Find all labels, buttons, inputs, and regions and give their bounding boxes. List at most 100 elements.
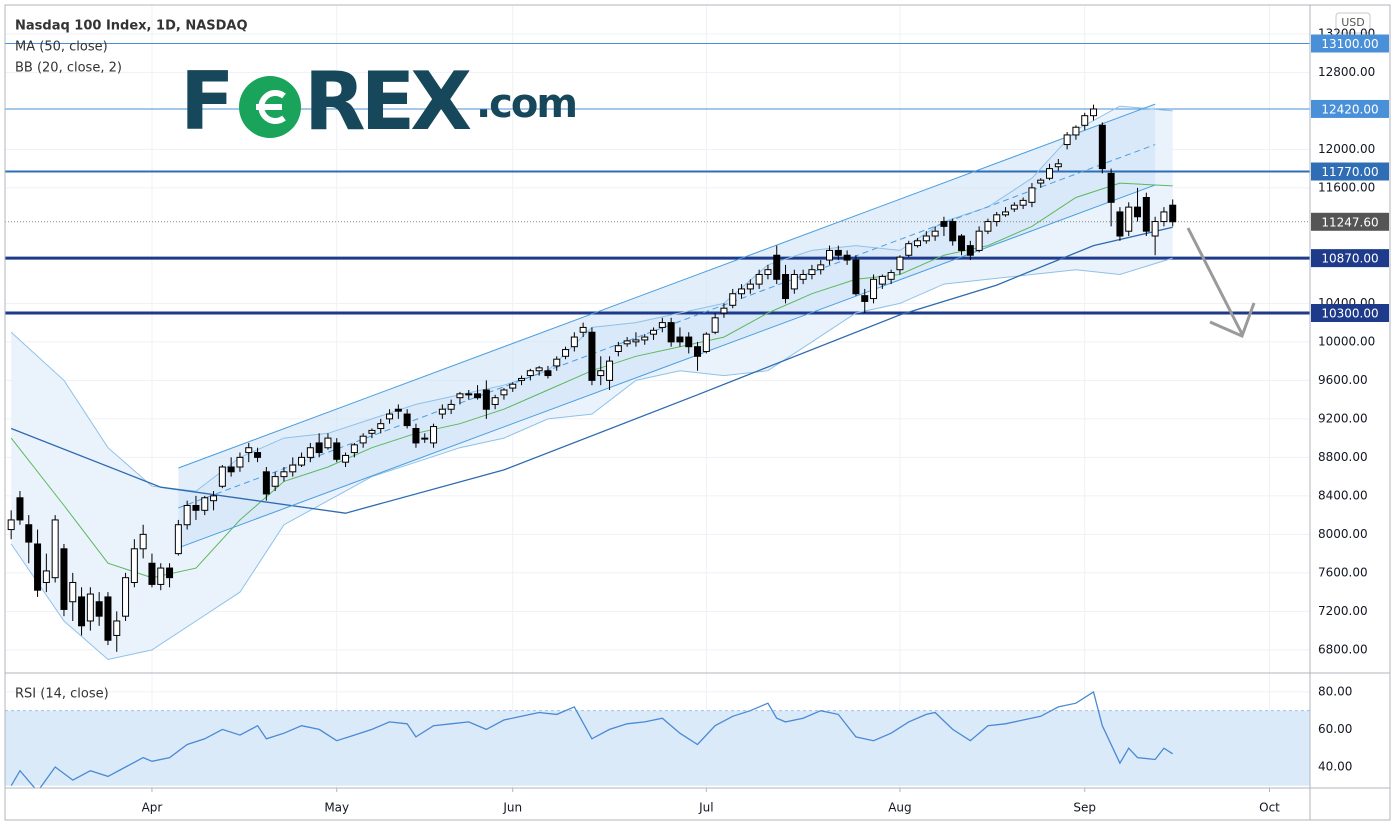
candle-body bbox=[333, 442, 341, 460]
candle-body bbox=[210, 495, 218, 502]
candle-body bbox=[658, 322, 666, 328]
candle-body bbox=[456, 393, 464, 399]
candle-body bbox=[940, 221, 948, 227]
level-label: 10300.00 bbox=[1321, 306, 1378, 320]
candle-body bbox=[606, 360, 614, 381]
candle-body bbox=[597, 370, 605, 377]
candle-body bbox=[359, 435, 367, 444]
candle-body bbox=[518, 377, 526, 381]
level-box bbox=[1311, 303, 1389, 322]
x-tick-label: May bbox=[324, 801, 349, 815]
candle-body bbox=[166, 567, 174, 579]
candle-body bbox=[817, 264, 825, 271]
rsi-band bbox=[5, 710, 1310, 786]
candle-body bbox=[368, 429, 376, 434]
candle-body bbox=[588, 331, 596, 381]
candle-body bbox=[113, 620, 121, 636]
candle-body bbox=[526, 370, 534, 377]
candle-body bbox=[702, 333, 710, 352]
channel-mid bbox=[178, 144, 1156, 509]
y-tick-label: 8000.00 bbox=[1318, 527, 1368, 541]
y-tick-label: 7200.00 bbox=[1318, 604, 1368, 618]
ma-line bbox=[10, 226, 1173, 514]
level-label: 10870.00 bbox=[1321, 252, 1378, 266]
candle-body bbox=[887, 272, 895, 280]
candle-body bbox=[482, 389, 490, 410]
candle-body bbox=[474, 393, 482, 399]
candle-body bbox=[174, 524, 182, 555]
candle-body bbox=[870, 278, 878, 300]
candle-body bbox=[764, 269, 772, 275]
chart-title: Nasdaq 100 Index, 1D, NASDAQ bbox=[15, 19, 248, 34]
candle-body bbox=[25, 524, 33, 543]
candle-body bbox=[984, 221, 992, 232]
candle-body bbox=[1010, 204, 1018, 210]
rsi-tick-label: 80.00 bbox=[1318, 684, 1352, 698]
candle-body bbox=[1090, 108, 1098, 117]
candle-body bbox=[500, 389, 508, 396]
last-price-box bbox=[1311, 212, 1389, 231]
candle-body bbox=[491, 397, 499, 405]
candle-body bbox=[324, 437, 332, 449]
currency: USD bbox=[1341, 16, 1365, 29]
legend-bb: BB (20, close, 2) bbox=[15, 61, 122, 76]
candle-body bbox=[7, 519, 15, 531]
candle-body bbox=[562, 349, 570, 357]
candle-body bbox=[914, 240, 922, 247]
level-box bbox=[1311, 162, 1389, 181]
candle-body bbox=[201, 497, 209, 511]
candle-body bbox=[42, 570, 50, 583]
arrow-head bbox=[1209, 302, 1256, 339]
y-tick-label: 7600.00 bbox=[1318, 565, 1368, 579]
candle-body bbox=[350, 444, 358, 454]
candle-body bbox=[1160, 211, 1168, 223]
level-label: 13100.00 bbox=[1321, 37, 1378, 51]
channel-lower bbox=[178, 184, 1156, 549]
candle-body bbox=[130, 548, 138, 583]
candle-body bbox=[826, 249, 834, 261]
candle-body bbox=[1134, 206, 1142, 218]
level-box bbox=[1311, 34, 1389, 53]
candle-body bbox=[1028, 187, 1036, 203]
candle-body bbox=[122, 577, 130, 617]
candle-body bbox=[755, 273, 763, 285]
candle-body bbox=[1054, 163, 1062, 168]
x-tick-label: Jul bbox=[698, 801, 713, 815]
candle-body bbox=[1072, 126, 1080, 136]
candle-body bbox=[1116, 211, 1124, 237]
candle-body bbox=[570, 336, 578, 348]
x-tick-label: Sep bbox=[1073, 801, 1096, 815]
candle-body bbox=[236, 456, 244, 468]
candle-body bbox=[157, 567, 165, 585]
level-box bbox=[1311, 99, 1389, 118]
candle-body bbox=[227, 466, 235, 473]
candle-body bbox=[843, 254, 851, 261]
candle-body bbox=[1151, 221, 1159, 237]
candle-body bbox=[931, 230, 939, 237]
candle-body bbox=[544, 370, 552, 377]
candle-body bbox=[447, 403, 455, 410]
candle-body bbox=[738, 288, 746, 295]
candle-body bbox=[262, 471, 270, 495]
candle-body bbox=[139, 533, 147, 550]
candle-body bbox=[1142, 196, 1150, 232]
level-box bbox=[1311, 249, 1389, 268]
rsi-line bbox=[10, 690, 1174, 788]
y-tick-label: 10000.00 bbox=[1318, 334, 1375, 348]
candle-body bbox=[667, 322, 675, 343]
candle-body bbox=[790, 273, 798, 290]
x-tick-label: Oct bbox=[1259, 801, 1280, 815]
candle-body bbox=[553, 358, 561, 367]
candle-body bbox=[86, 593, 94, 622]
candle-body bbox=[773, 254, 781, 280]
candle-body bbox=[218, 466, 226, 487]
candle-body bbox=[834, 249, 842, 256]
logo-suffix: .com bbox=[476, 81, 578, 127]
candle-body bbox=[34, 543, 42, 591]
candle-body bbox=[711, 317, 719, 333]
candle-body bbox=[729, 293, 737, 306]
candle-body bbox=[1037, 179, 1045, 184]
rsi-tick-label: 60.00 bbox=[1318, 722, 1352, 736]
candle-body bbox=[799, 273, 807, 280]
